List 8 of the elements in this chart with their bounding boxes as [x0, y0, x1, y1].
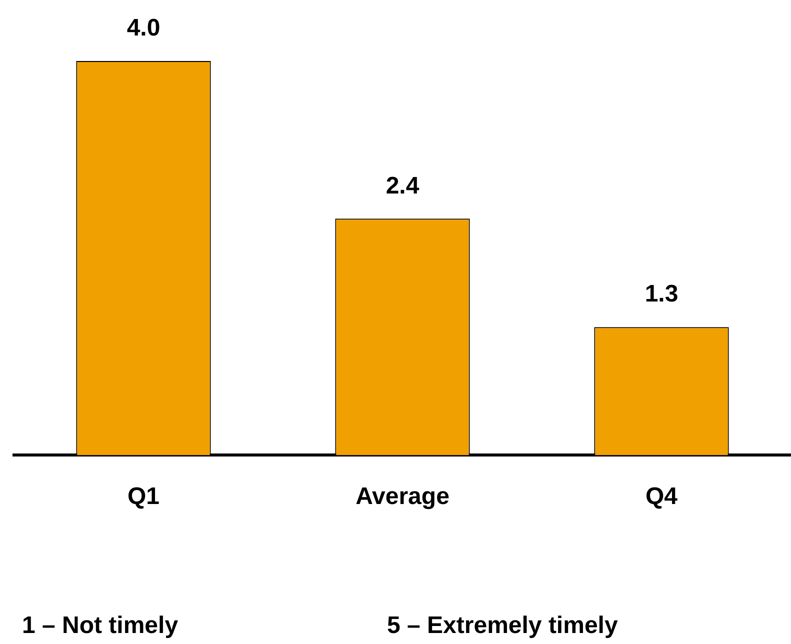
- x-tick-label: Q4: [645, 483, 678, 510]
- text: 1 – Not timely: [22, 612, 178, 640]
- x-tick-label: Average: [356, 483, 450, 510]
- data-label: 2.4: [386, 172, 420, 200]
- x-tick-label: Q1: [127, 483, 160, 510]
- text: 5 – Extremely timely: [387, 612, 618, 640]
- data-label: 4.0: [126, 14, 160, 42]
- data-label: 1.3: [644, 280, 678, 308]
